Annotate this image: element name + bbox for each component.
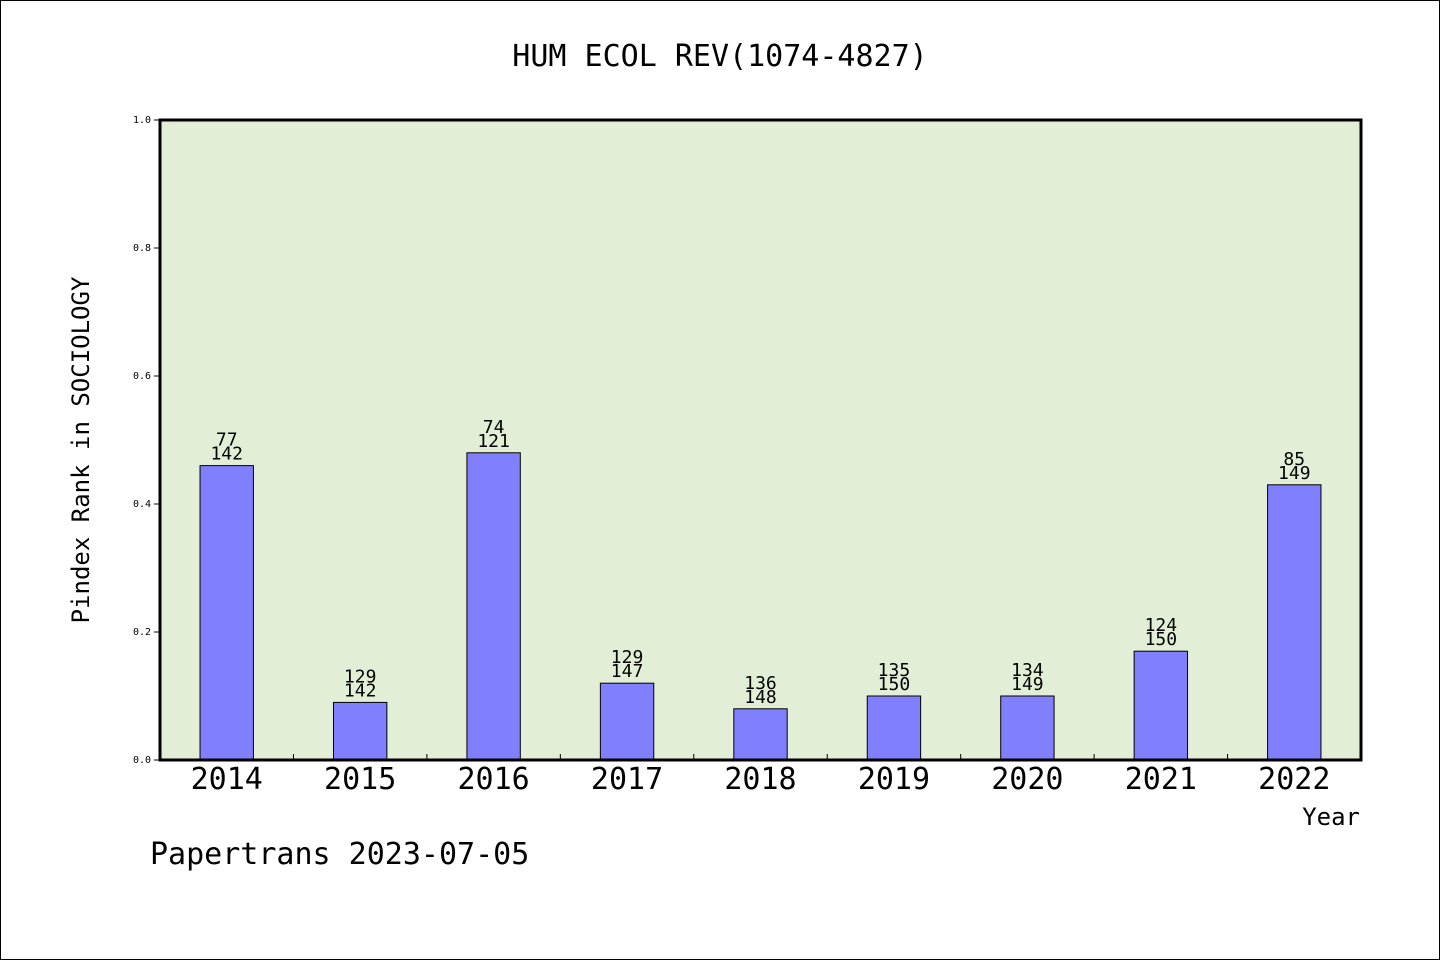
data-label-bottom-2020: 149 [1011,674,1044,695]
chart-title: HUM ECOL REV(1074-4827) [512,39,927,74]
x-tick-label-2020: 2020 [991,762,1063,797]
data-label-top-2021: 124 [1145,615,1178,636]
data-label-top-2014: 77 [216,430,238,451]
x-tick-label-2017: 2017 [591,762,663,797]
data-label-bottom-2016: 121 [477,431,510,452]
data-label-bottom-2019: 150 [878,674,911,695]
y-tick-label-0.8: 0.8 [133,243,151,254]
footer-text: Papertrans 2023-07-05 [150,837,529,872]
bar-2019 [866,695,922,761]
bar-2020 [1000,695,1055,761]
bar-2022 [1267,484,1322,761]
y-tick-label-0.6: 0.6 [133,371,151,382]
data-labels-group: 7714212914274121129147136148135150134149… [210,417,1310,708]
y-tick-label-0.2: 0.2 [133,627,151,638]
data-label-bottom-2018: 148 [744,687,777,708]
bar-2018 [733,708,788,761]
x-tick-label-2018: 2018 [724,762,796,797]
data-label-top-2022: 85 [1283,449,1305,470]
data-label-top-2015: 129 [344,666,377,687]
bar-2015 [332,701,388,761]
data-label-top-2019: 135 [878,660,911,681]
y-tick-label-0.4: 0.4 [133,499,151,510]
data-label-bottom-2014: 142 [210,444,243,465]
data-label-top-2017: 129 [611,647,644,668]
data-label-bottom-2017: 147 [611,661,644,682]
x-tick-label-2016: 2016 [457,762,529,797]
data-label-bottom-2022: 149 [1278,463,1311,484]
x-tick-label-2015: 2015 [324,762,396,797]
x-tick-label-2019: 2019 [858,762,930,797]
bar-2016 [466,452,521,761]
data-label-top-2020: 134 [1011,660,1044,681]
bar-2014 [199,465,254,761]
x-tick-label-2022: 2022 [1258,762,1330,797]
y-axis-label: Pindex Rank in SOCIOLOGY [67,276,95,623]
y-tick-label-1.0: 1.0 [133,115,151,126]
data-label-bottom-2021: 150 [1145,629,1178,650]
x-axis: 2014 2015 2016 2017 2018 2019 2020 2021 2022 [191,754,1330,797]
y-axis: 0.0 0.2 0.4 0.6 0.8 1.0 [133,115,160,766]
data-label-top-2016: 74 [483,417,505,438]
x-tick-label-2014: 2014 [191,762,263,797]
bar-2017 [599,682,655,761]
data-label-bottom-2015: 142 [344,680,377,701]
bars-group [199,452,1322,761]
plot-border [158,118,1363,762]
x-tick-label-2021: 2021 [1125,762,1197,797]
x-axis-label: Year [1302,803,1360,831]
bar-2021 [1133,650,1189,761]
data-label-top-2018: 136 [744,673,777,694]
y-tick-label-0.0: 0.0 [133,755,151,766]
